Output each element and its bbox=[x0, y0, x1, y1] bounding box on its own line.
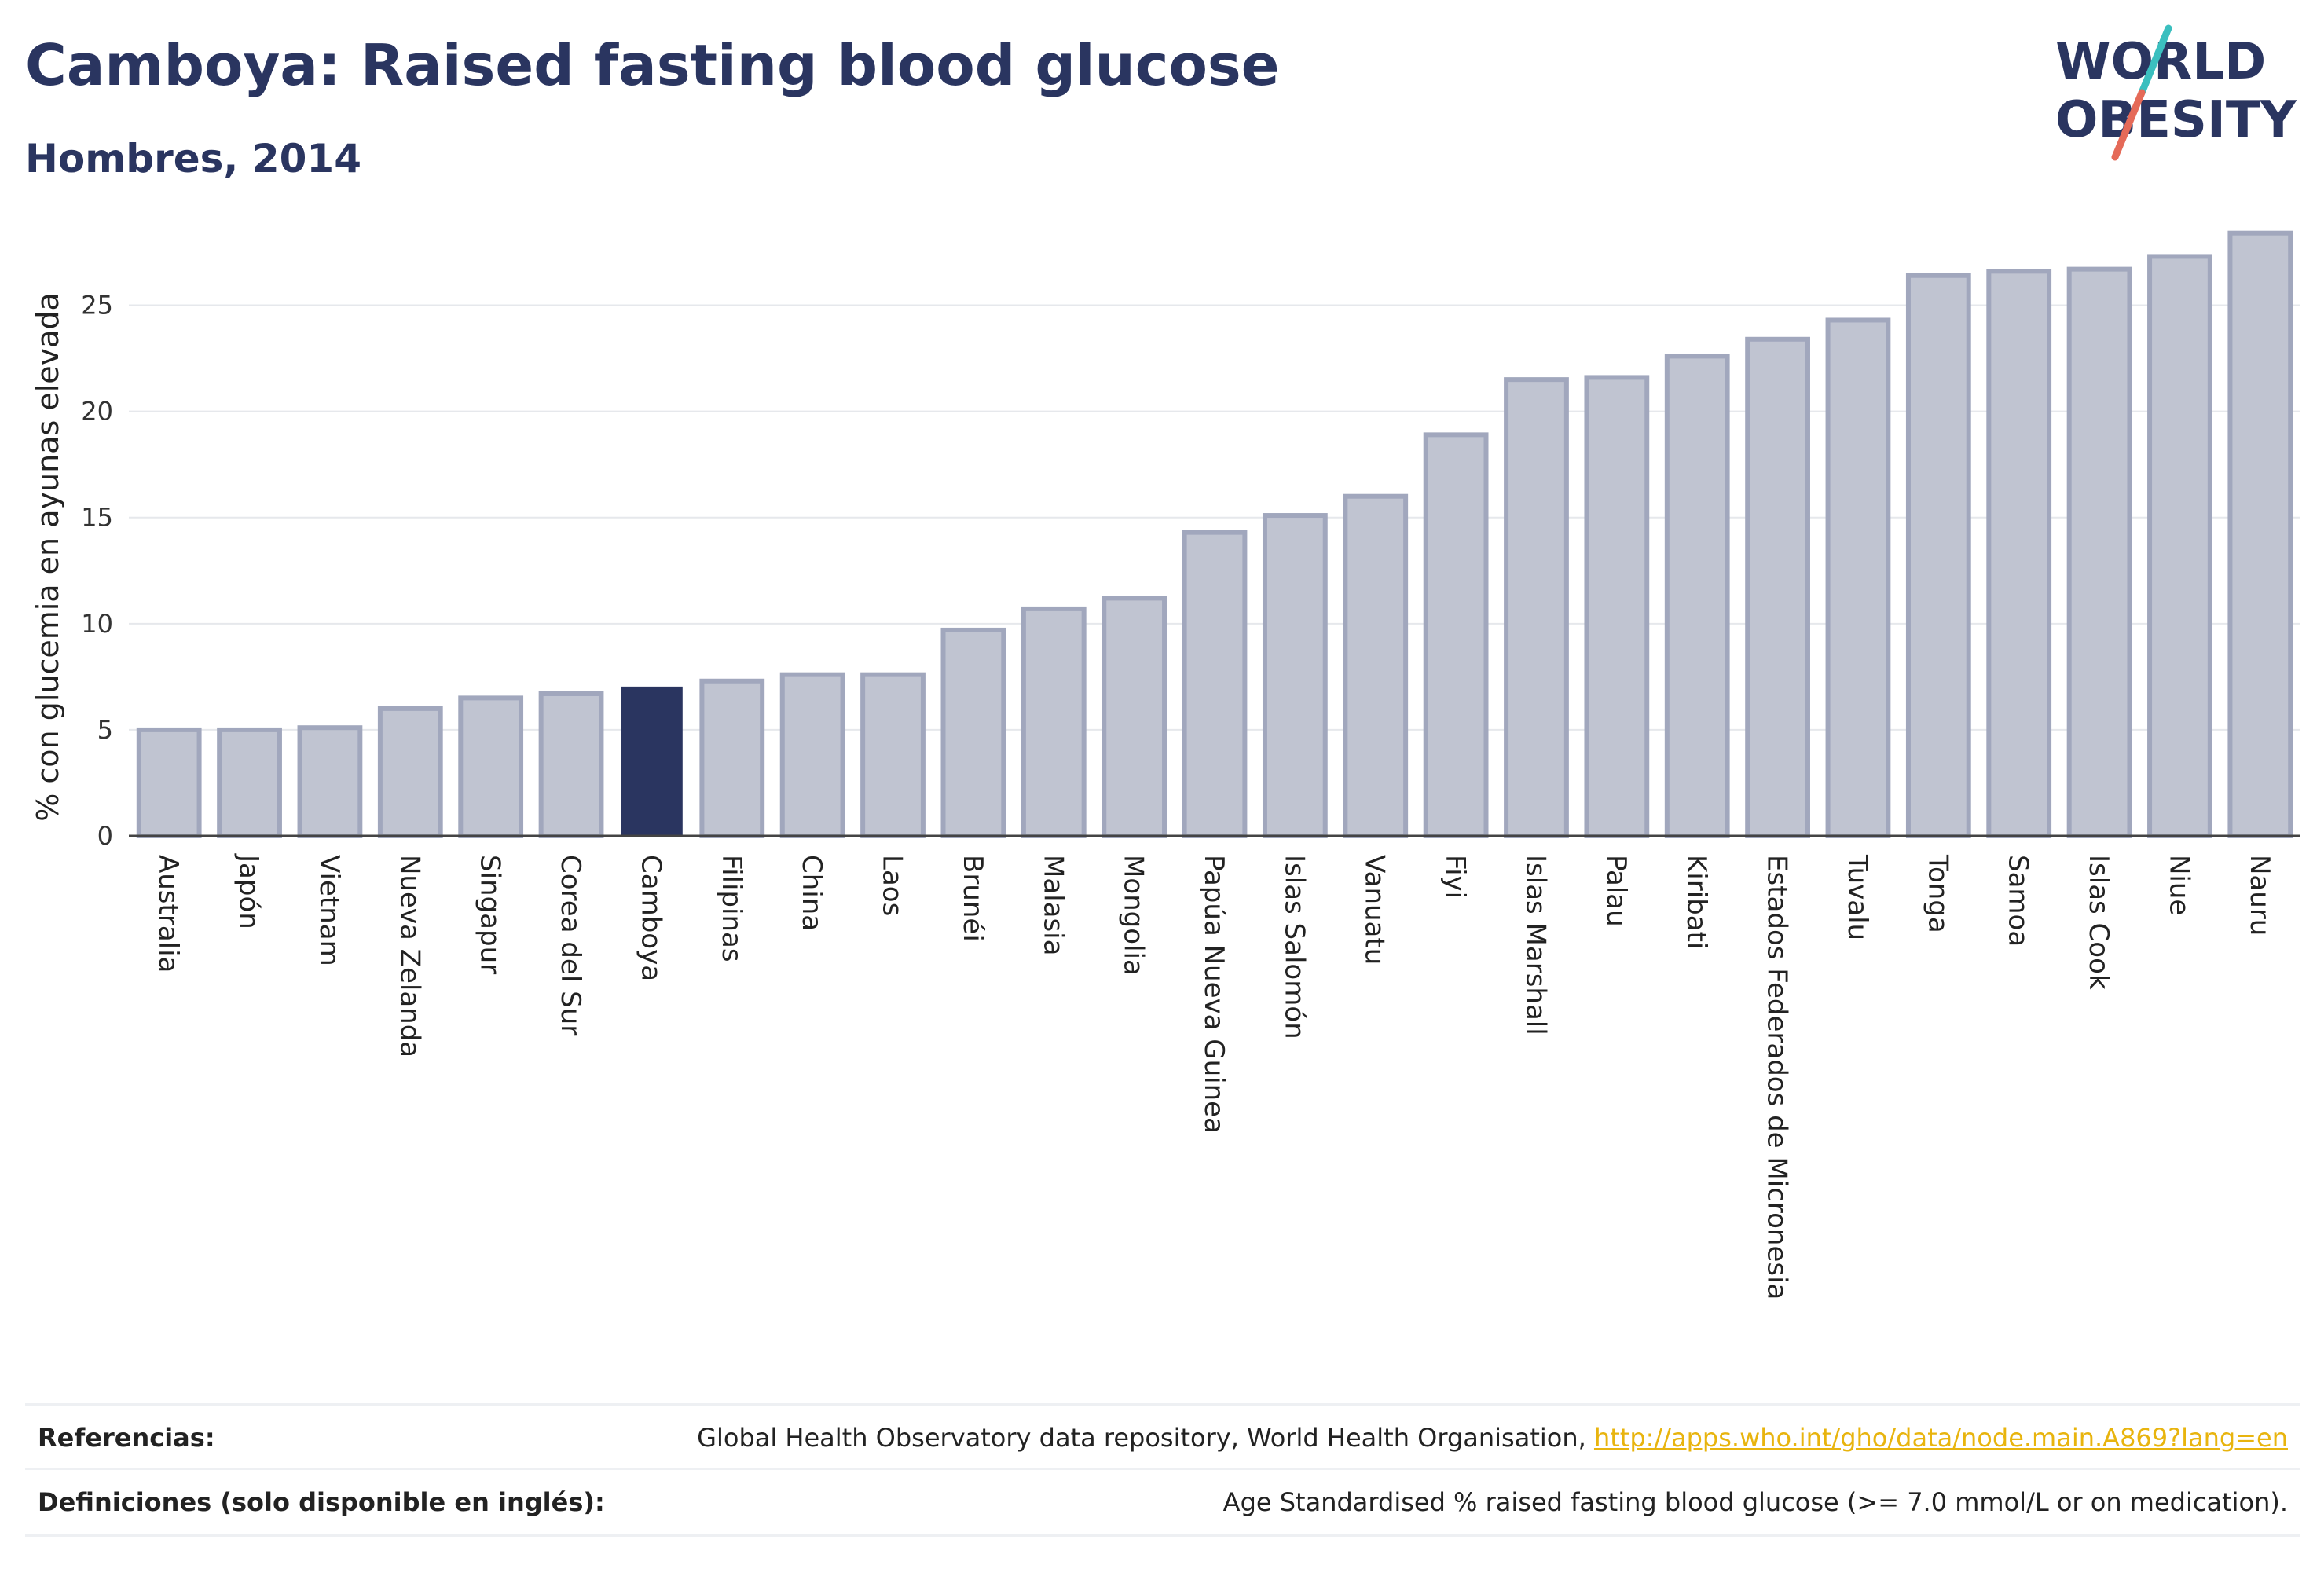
bar-tonga bbox=[1905, 273, 1971, 839]
x-tick-label: Vietnam bbox=[313, 855, 345, 966]
y-axis-label: % con glucemia en ayunas elevada bbox=[31, 292, 65, 822]
bar-tuvalu bbox=[1825, 317, 1891, 838]
x-tick-label: Malasia bbox=[1037, 855, 1069, 955]
x-tick-label: Corea del Sur bbox=[555, 855, 586, 1035]
x-tick-label: Camboya bbox=[635, 855, 666, 981]
references-value: Global Health Observatory data repositor… bbox=[697, 1423, 2300, 1453]
references-link[interactable]: http://apps.who.int/gho/data/node.main.A… bbox=[1593, 1423, 2288, 1453]
chart-title: Camboya: Raised fasting blood glucose bbox=[25, 32, 1280, 98]
x-tick-label: Tonga bbox=[1922, 854, 1953, 933]
x-tick-label: Islas Marshall bbox=[1519, 855, 1551, 1035]
x-tick-label: Fiyi bbox=[1439, 855, 1471, 899]
x-tick-label: Vanuatu bbox=[1359, 855, 1391, 965]
y-tick-label: 5 bbox=[97, 715, 113, 745]
bar-china bbox=[779, 672, 845, 839]
bar-vanuatu bbox=[1343, 493, 1409, 838]
bar-brunéi bbox=[940, 627, 1006, 838]
world-obesity-logo: WORLD OBESITY bbox=[2055, 24, 2297, 161]
bar-estados-federados-de-micronesia bbox=[1745, 336, 1810, 838]
bar-chart: 0 5 10 15 20 25 % con glucemia en ayunas eleva… bbox=[31, 230, 2300, 1299]
bar-palau bbox=[1584, 375, 1650, 838]
definitions-row: Definiciones (solo disponible en inglés)… bbox=[25, 1468, 2300, 1537]
x-tick-label: Papúa Nueva Guinea bbox=[1198, 855, 1230, 1134]
x-tick-label: Australia bbox=[152, 855, 184, 973]
y-tick-label: 15 bbox=[81, 503, 113, 533]
logo-line2: OBESITY bbox=[2055, 91, 2297, 149]
x-tick-label: Singapur bbox=[475, 855, 506, 974]
bar-niue bbox=[2147, 254, 2212, 838]
bar-mongolia bbox=[1102, 596, 1167, 838]
x-tick-label: Palau bbox=[1600, 855, 1632, 927]
references-label: Referencias: bbox=[38, 1423, 215, 1453]
bar-fiyi bbox=[1423, 432, 1489, 838]
logo-slash-red bbox=[2111, 89, 2146, 161]
x-tick-label: Estados Federados de Micronesia bbox=[1761, 855, 1793, 1299]
bar-camboya bbox=[621, 686, 683, 837]
bar-laos bbox=[860, 672, 926, 839]
bar-nauru bbox=[2227, 230, 2293, 838]
y-tick-label: 0 bbox=[97, 821, 113, 851]
bar-malasia bbox=[1021, 606, 1087, 838]
y-tick-label: 20 bbox=[81, 397, 113, 427]
bar-japón bbox=[217, 727, 282, 839]
y-tick-label: 25 bbox=[81, 291, 113, 321]
x-tick-label: Nauru bbox=[2244, 855, 2275, 936]
x-tick-label: Brunéi bbox=[957, 855, 988, 942]
definitions-text: Age Standardised % raised fasting blood … bbox=[1222, 1487, 2288, 1517]
references-text: Global Health Observatory data repositor… bbox=[697, 1423, 1594, 1453]
bar-papúa-nueva-guinea bbox=[1182, 530, 1248, 838]
x-tick-label: Samoa bbox=[2003, 855, 2034, 947]
bar-islas-salomón bbox=[1262, 513, 1328, 838]
x-tick-label: Niue bbox=[2163, 855, 2194, 915]
bar-samoa bbox=[1986, 269, 2052, 839]
x-tick-label: Tuvalu bbox=[1842, 854, 1873, 940]
x-tick-label: Japón bbox=[233, 853, 265, 929]
bar-islas-cook bbox=[2066, 266, 2132, 838]
logo-slash-teal bbox=[2138, 24, 2172, 97]
x-tick-label: Laos bbox=[877, 855, 908, 916]
chart-subtitle: Hombres, 2014 bbox=[25, 136, 361, 181]
bar-australia bbox=[136, 727, 202, 839]
x-tick-label: Filipinas bbox=[716, 855, 747, 962]
x-tick-label: Kiribati bbox=[1681, 855, 1712, 949]
references-row: Referencias: Global Health Observatory d… bbox=[25, 1403, 2300, 1470]
x-tick-label: Islas Cook bbox=[2083, 855, 2114, 990]
bar-islas-marshall bbox=[1504, 377, 1569, 838]
y-tick-label: 10 bbox=[81, 609, 113, 639]
bar-kiribati bbox=[1664, 354, 1730, 838]
bar-filipinas bbox=[699, 678, 765, 838]
x-tick-label: Islas Salomón bbox=[1278, 855, 1310, 1039]
x-tick-label: Nueva Zelanda bbox=[394, 855, 425, 1057]
bar-vietnam bbox=[297, 725, 363, 838]
x-tick-label: Mongolia bbox=[1118, 855, 1149, 976]
bar-singapur bbox=[458, 695, 524, 839]
x-tick-label: China bbox=[796, 855, 827, 931]
bar-nueva-zelanda bbox=[377, 706, 443, 838]
definitions-label: Definiciones (solo disponible en inglés)… bbox=[38, 1487, 605, 1517]
bar-corea-del-sur bbox=[538, 691, 604, 839]
